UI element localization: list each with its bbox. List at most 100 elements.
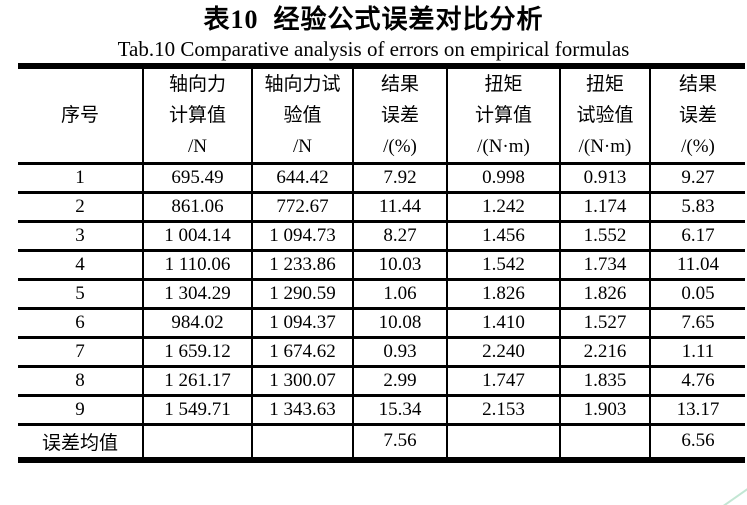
table-title-chinese: 表10 经验公式误差对比分析 bbox=[203, 5, 544, 34]
table-cell: 1 094.37 bbox=[251, 308, 353, 338]
header-line: 结果 bbox=[678, 74, 717, 95]
header-row: 序号 轴向力 计算值 /N 轴向力试 验值 /N 结果 误差 /(%) bbox=[18, 66, 745, 164]
table-cell: 7.65 bbox=[649, 308, 745, 338]
header-line: 轴向力试 bbox=[264, 74, 341, 95]
table-cell bbox=[559, 424, 650, 460]
table-row: 7 1 659.12 1 674.62 0.93 2.240 2.216 1.1… bbox=[18, 337, 745, 367]
table-cell: 11.04 bbox=[649, 250, 745, 280]
table-cell: 7.92 bbox=[352, 163, 447, 193]
table-cell: 7 bbox=[75, 341, 85, 362]
header-line: /(%) bbox=[383, 136, 417, 157]
table-cell: 10.03 bbox=[352, 250, 447, 280]
table-cell: 1.826 bbox=[559, 279, 650, 309]
data-table: 序号 轴向力 计算值 /N 轴向力试 验值 /N 结果 误差 /(%) bbox=[18, 63, 745, 463]
table-row: 5 1 304.29 1 290.59 1.06 1.826 1.826 0.0… bbox=[18, 279, 745, 309]
table-cell: 1.903 bbox=[559, 395, 650, 425]
table-cell: 0.05 bbox=[649, 279, 745, 309]
table-cell: 3 bbox=[75, 225, 85, 246]
table-cell: 1 300.07 bbox=[251, 366, 353, 396]
table-cell bbox=[251, 424, 353, 460]
table-cell: 1 110.06 bbox=[142, 250, 252, 280]
table-cell: 984.02 bbox=[142, 308, 252, 338]
table-cell: 1 343.63 bbox=[251, 395, 353, 425]
column-header-result-error-axial: 结果 误差 /(%) bbox=[352, 66, 447, 164]
table-cell: 8 bbox=[75, 370, 85, 391]
table-cell: 861.06 bbox=[142, 192, 252, 222]
table-row: 6 984.02 1 094.37 10.08 1.410 1.527 7.65 bbox=[18, 308, 745, 338]
column-header-torque-tested: 扭矩 试验值 /(N·m) bbox=[559, 66, 650, 164]
table-cell: 2.153 bbox=[446, 395, 560, 425]
table-cell: 1.527 bbox=[559, 308, 650, 338]
table-cell: 0.998 bbox=[446, 163, 560, 193]
table-cell: 1 290.59 bbox=[251, 279, 353, 309]
table-cell: 6 bbox=[75, 312, 85, 333]
table-cell: 1.552 bbox=[559, 221, 650, 251]
table-row: 3 1 004.14 1 094.73 8.27 1.456 1.552 6.1… bbox=[18, 221, 745, 251]
header-line: 轴向力 bbox=[168, 74, 226, 95]
table-cell: 9.27 bbox=[649, 163, 745, 193]
table-cell: 5.83 bbox=[649, 192, 745, 222]
table-cell: 1 261.17 bbox=[142, 366, 252, 396]
table-cell: 0.913 bbox=[559, 163, 650, 193]
table-cell: 2.216 bbox=[559, 337, 650, 367]
table-cell: 4.76 bbox=[649, 366, 745, 396]
header-line: 验值 bbox=[283, 105, 322, 126]
table-cell: 8.27 bbox=[352, 221, 447, 251]
table-row: 4 1 110.06 1 233.86 10.03 1.542 1.734 11… bbox=[18, 250, 745, 280]
header-line: 误差 bbox=[678, 105, 717, 126]
table-cell: 772.67 bbox=[251, 192, 353, 222]
table-cell: 1.174 bbox=[559, 192, 650, 222]
table-cell: 2.240 bbox=[446, 337, 560, 367]
table-cell: 1.242 bbox=[446, 192, 560, 222]
table-cell: 1.456 bbox=[446, 221, 560, 251]
table-cell: 15.34 bbox=[352, 395, 447, 425]
table-cell: 695.49 bbox=[142, 163, 252, 193]
table-cell: 10.08 bbox=[352, 308, 447, 338]
table-cell: 1.11 bbox=[649, 337, 745, 367]
table-cell: 1 094.73 bbox=[251, 221, 353, 251]
table-row: 1 695.49 644.42 7.92 0.998 0.913 9.27 bbox=[18, 163, 745, 193]
column-header-axial-force-tested: 轴向力试 验值 /N bbox=[251, 66, 353, 164]
header-line: 序号 bbox=[60, 105, 99, 126]
table-cell: 1.835 bbox=[559, 366, 650, 396]
table-cell: 13.17 bbox=[649, 395, 745, 425]
header-line: 误差 bbox=[380, 105, 419, 126]
column-header-axial-force-calculated: 轴向力 计算值 /N bbox=[142, 66, 252, 164]
table-row: 9 1 549.71 1 343.63 15.34 2.153 1.903 13… bbox=[18, 395, 745, 425]
table-cell: 5 bbox=[75, 283, 85, 304]
column-header-result-error-torque: 结果 误差 /(%) bbox=[649, 66, 745, 164]
table-cell: 1.826 bbox=[446, 279, 560, 309]
table-cell: 0.93 bbox=[352, 337, 447, 367]
header-line: /N bbox=[293, 136, 312, 157]
table-cell: 1 304.29 bbox=[142, 279, 252, 309]
table-title-english: Tab.10 Comparative analysis of errors on… bbox=[117, 37, 630, 61]
header-line: /N bbox=[188, 136, 207, 157]
watermark-artifact bbox=[703, 483, 747, 505]
header-line: 计算值 bbox=[474, 105, 532, 126]
table-cell: 1 233.86 bbox=[251, 250, 353, 280]
table-cell: 1.542 bbox=[446, 250, 560, 280]
header-line: /(N·m) bbox=[578, 136, 632, 157]
table-cell: 1 004.14 bbox=[142, 221, 252, 251]
table-cell: 9 bbox=[75, 399, 85, 420]
header-line: /(N·m) bbox=[477, 136, 530, 157]
header-line: 计算值 bbox=[168, 105, 226, 126]
table-cell bbox=[446, 424, 560, 460]
header-line: 扭矩 bbox=[585, 74, 624, 95]
header-line: /(%) bbox=[681, 136, 715, 157]
table-cell: 1.410 bbox=[446, 308, 560, 338]
table-cell: 11.44 bbox=[352, 192, 447, 222]
table-cell: 1.734 bbox=[559, 250, 650, 280]
table-cell: 1 549.71 bbox=[142, 395, 252, 425]
table-cell: 6.56 bbox=[649, 424, 745, 460]
table-cell: 1.747 bbox=[446, 366, 560, 396]
column-header-serial: 序号 bbox=[18, 66, 143, 164]
table-row: 8 1 261.17 1 300.07 2.99 1.747 1.835 4.7… bbox=[18, 366, 745, 396]
table-cell: 4 bbox=[75, 254, 85, 275]
header-line: 试验值 bbox=[576, 105, 634, 126]
mean-error-label-cell: 误差均值 bbox=[41, 432, 118, 454]
table-row: 2 861.06 772.67 11.44 1.242 1.174 5.83 bbox=[18, 192, 745, 222]
table-cell bbox=[142, 424, 252, 460]
table-cell: 2 bbox=[75, 196, 85, 217]
